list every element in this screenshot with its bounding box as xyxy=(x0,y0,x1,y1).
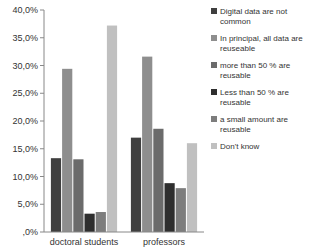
tick-mark xyxy=(40,148,44,149)
tick-mark xyxy=(40,10,44,11)
bar xyxy=(62,69,72,232)
bar xyxy=(176,188,186,232)
tick-label: 25,0% xyxy=(12,88,38,98)
legend-line: reuseable xyxy=(220,44,256,53)
tick-mark xyxy=(40,121,44,122)
bar xyxy=(187,143,197,232)
legend-label: more than 50 % arereusable xyxy=(220,61,291,80)
legend-swatch xyxy=(211,8,217,14)
legend-line: reusable xyxy=(220,98,251,107)
tick-mark xyxy=(40,232,44,233)
chart: ,0% 5,0% 10,0% 15,0% 20,0% 25,0% 30,0% 35,0% 40,… xyxy=(0,0,316,252)
tick-label: 35,0% xyxy=(12,33,38,43)
legend-line: reusable xyxy=(220,71,251,80)
tick-mark xyxy=(40,37,44,38)
legend-line: Less than 50 % are xyxy=(220,88,289,97)
bars xyxy=(51,26,197,232)
bar xyxy=(165,183,175,232)
category-label: doctoral students xyxy=(50,237,119,247)
legend-swatch xyxy=(211,143,217,149)
tick-label: 40,0% xyxy=(12,5,38,15)
bar xyxy=(73,159,83,232)
tick-label: ,0% xyxy=(22,227,38,237)
legend-swatch xyxy=(211,35,217,41)
legend-label: In principal, all data arereuseable xyxy=(220,34,303,53)
tick-label: 5,0% xyxy=(17,199,38,209)
legend-label: Digital data are notcommon xyxy=(220,7,288,26)
category-label: professors xyxy=(143,237,186,247)
legend-label: Less than 50 % arereusable xyxy=(220,88,289,107)
tick-mark xyxy=(40,176,44,177)
bar xyxy=(96,212,106,232)
tick-mark xyxy=(40,93,44,94)
legend-line: more than 50 % are xyxy=(220,61,291,70)
legend-line: In principal, all data are xyxy=(220,34,303,43)
tick-label: 20,0% xyxy=(12,116,38,126)
bar xyxy=(153,129,163,232)
bar xyxy=(107,26,117,232)
tick-label: 30,0% xyxy=(12,61,38,71)
x-axis xyxy=(44,232,204,233)
legend-line: reusable xyxy=(220,125,251,134)
tick-mark xyxy=(40,65,44,66)
legend-swatch xyxy=(211,89,217,95)
bar xyxy=(131,138,141,232)
bar xyxy=(51,158,61,232)
legend-label: a small amount arereusable xyxy=(220,115,289,134)
y-axis xyxy=(44,10,45,232)
legend-line: a small amount are xyxy=(220,115,289,124)
tick-label: 10,0% xyxy=(12,172,38,182)
legend-line: Digital data are not xyxy=(220,7,288,16)
legend-swatch xyxy=(211,62,217,68)
legend-swatch xyxy=(211,116,217,122)
bar xyxy=(85,214,95,232)
bar xyxy=(142,57,152,232)
legend-line: common xyxy=(220,17,251,26)
tick-label: 15,0% xyxy=(12,144,38,154)
legend-label: Don't know xyxy=(220,142,260,151)
legend-line: Don't know xyxy=(220,142,260,151)
tick-mark xyxy=(40,204,44,205)
